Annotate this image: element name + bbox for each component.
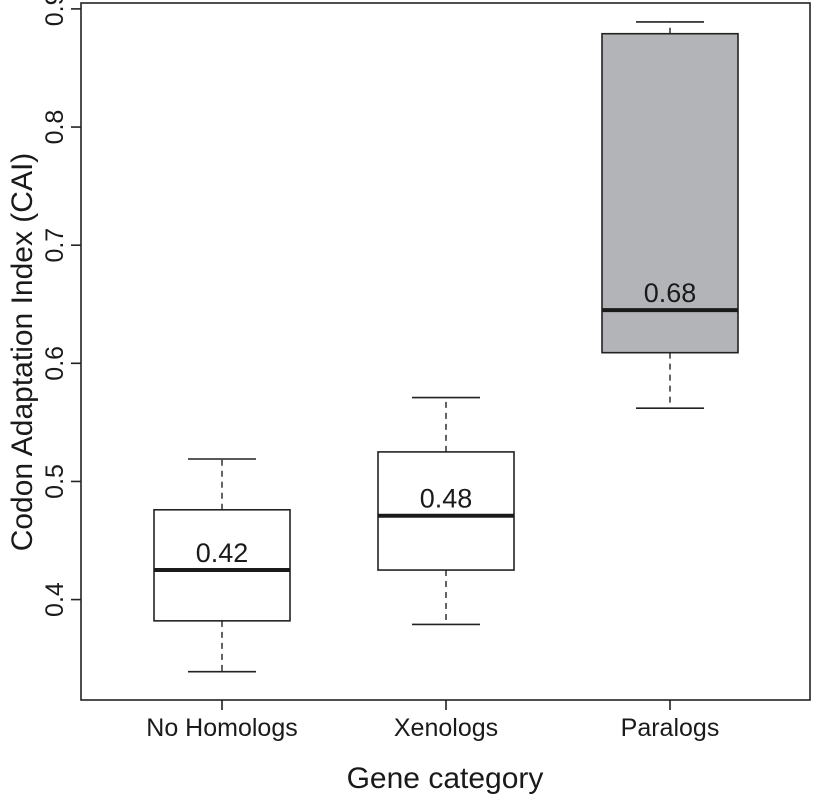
x-axis-title: Gene category	[347, 762, 544, 795]
x-tick-label: Paralogs	[621, 714, 720, 742]
y-tick-label: 0.8	[41, 110, 69, 145]
y-tick-label: 0.6	[41, 346, 69, 381]
x-tick-label: No Homologs	[146, 714, 297, 742]
boxes: 0.42 0.48 0.68	[153, 21, 739, 673]
box-0: 0.42	[153, 458, 291, 673]
box-1: 0.48	[377, 396, 515, 626]
y-tick-label: 0.5	[41, 464, 69, 499]
box-iqr	[377, 451, 515, 571]
y-tick-label: 0.7	[41, 228, 69, 263]
box-2: 0.68	[601, 21, 739, 410]
median-label: 0.68	[644, 278, 697, 308]
y-tick-label: 0.4	[41, 582, 69, 617]
box-iqr	[153, 509, 291, 622]
x-tick-label: Xenologs	[394, 714, 498, 742]
y-axis-title: Codon Adaptation Index (CAI)	[6, 153, 39, 552]
x-axis: No Homologs Xenologs Paralogs	[146, 700, 719, 742]
y-axis: 0.4 0.5 0.6 0.7 0.8 0.9	[41, 0, 81, 617]
y-tick-label: 0.9	[41, 0, 69, 26]
median-label: 0.48	[420, 484, 473, 514]
median-label: 0.42	[196, 538, 249, 568]
box-iqr	[601, 32, 739, 354]
